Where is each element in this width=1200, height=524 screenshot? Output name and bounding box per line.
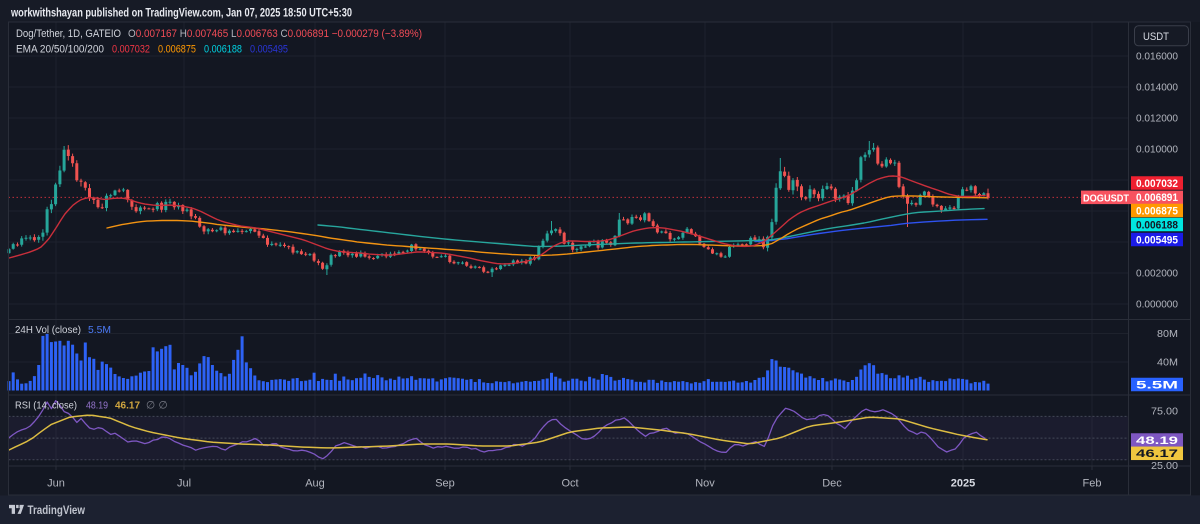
svg-text:24H Vol (close): 24H Vol (close) <box>15 324 81 336</box>
svg-text:0.007032: 0.007032 <box>1136 178 1178 190</box>
svg-text:Dec: Dec <box>822 478 842 490</box>
svg-text:0.012000: 0.012000 <box>1136 113 1178 125</box>
svg-text:0.005495: 0.005495 <box>1136 234 1178 246</box>
svg-text:EMA 20/50/100/200: EMA 20/50/100/200 <box>16 44 104 56</box>
svg-text:0.002000: 0.002000 <box>1136 268 1178 280</box>
svg-text:RSI (14, close): RSI (14, close) <box>15 400 77 412</box>
svg-text:Aug: Aug <box>305 478 325 490</box>
svg-text:25.00: 25.00 <box>1151 460 1178 472</box>
svg-text:0.006891: 0.006891 <box>1136 192 1178 204</box>
svg-text:46.17: 46.17 <box>1136 448 1178 460</box>
svg-text:80M: 80M <box>1157 328 1178 340</box>
svg-text:46.17: 46.17 <box>115 400 140 412</box>
svg-text:Jun: Jun <box>47 478 65 490</box>
svg-text:Feb: Feb <box>1083 478 1102 490</box>
svg-text:TradingView: TradingView <box>28 503 86 517</box>
svg-text:75.00: 75.00 <box>1151 406 1178 418</box>
svg-text:0.010000: 0.010000 <box>1136 144 1178 156</box>
svg-text:workwithshayan published on Tr: workwithshayan published on TradingView.… <box>10 8 352 20</box>
svg-text:5.5M: 5.5M <box>1136 379 1178 391</box>
svg-text:Sep: Sep <box>435 478 455 490</box>
svg-text:48.19: 48.19 <box>1136 435 1178 447</box>
svg-text:∅: ∅ <box>159 400 168 412</box>
svg-text:Dog/Tether, 1D, GATEIO: Dog/Tether, 1D, GATEIO <box>16 28 121 40</box>
svg-text:0.014000: 0.014000 <box>1136 82 1178 94</box>
svg-text:0.000000: 0.000000 <box>1136 299 1178 311</box>
svg-text:0.005495: 0.005495 <box>250 44 288 56</box>
svg-text:∅: ∅ <box>146 400 155 412</box>
svg-text:O0.007167 H0.007465 L0.00676: O0.007167 H0.007465 L0.006763 C0.006891 … <box>128 28 422 40</box>
svg-text:48.19: 48.19 <box>86 400 108 412</box>
svg-text:DOGUSDT: DOGUSDT <box>1083 193 1129 204</box>
svg-text:Nov: Nov <box>695 478 715 490</box>
svg-text:0.007032: 0.007032 <box>112 44 150 56</box>
svg-text:USDT: USDT <box>1143 31 1169 43</box>
svg-text:0.006188: 0.006188 <box>1136 219 1178 231</box>
svg-text:40M: 40M <box>1157 357 1178 369</box>
svg-text:Oct: Oct <box>561 478 578 490</box>
svg-text:2025: 2025 <box>951 478 975 490</box>
svg-text:5.5M: 5.5M <box>88 324 111 336</box>
svg-text:0.006188: 0.006188 <box>204 44 242 56</box>
svg-text:0.006875: 0.006875 <box>158 44 196 56</box>
svg-text:Jul: Jul <box>177 478 191 490</box>
svg-text:0.016000: 0.016000 <box>1136 51 1178 63</box>
svg-text:0.006875: 0.006875 <box>1136 205 1178 217</box>
